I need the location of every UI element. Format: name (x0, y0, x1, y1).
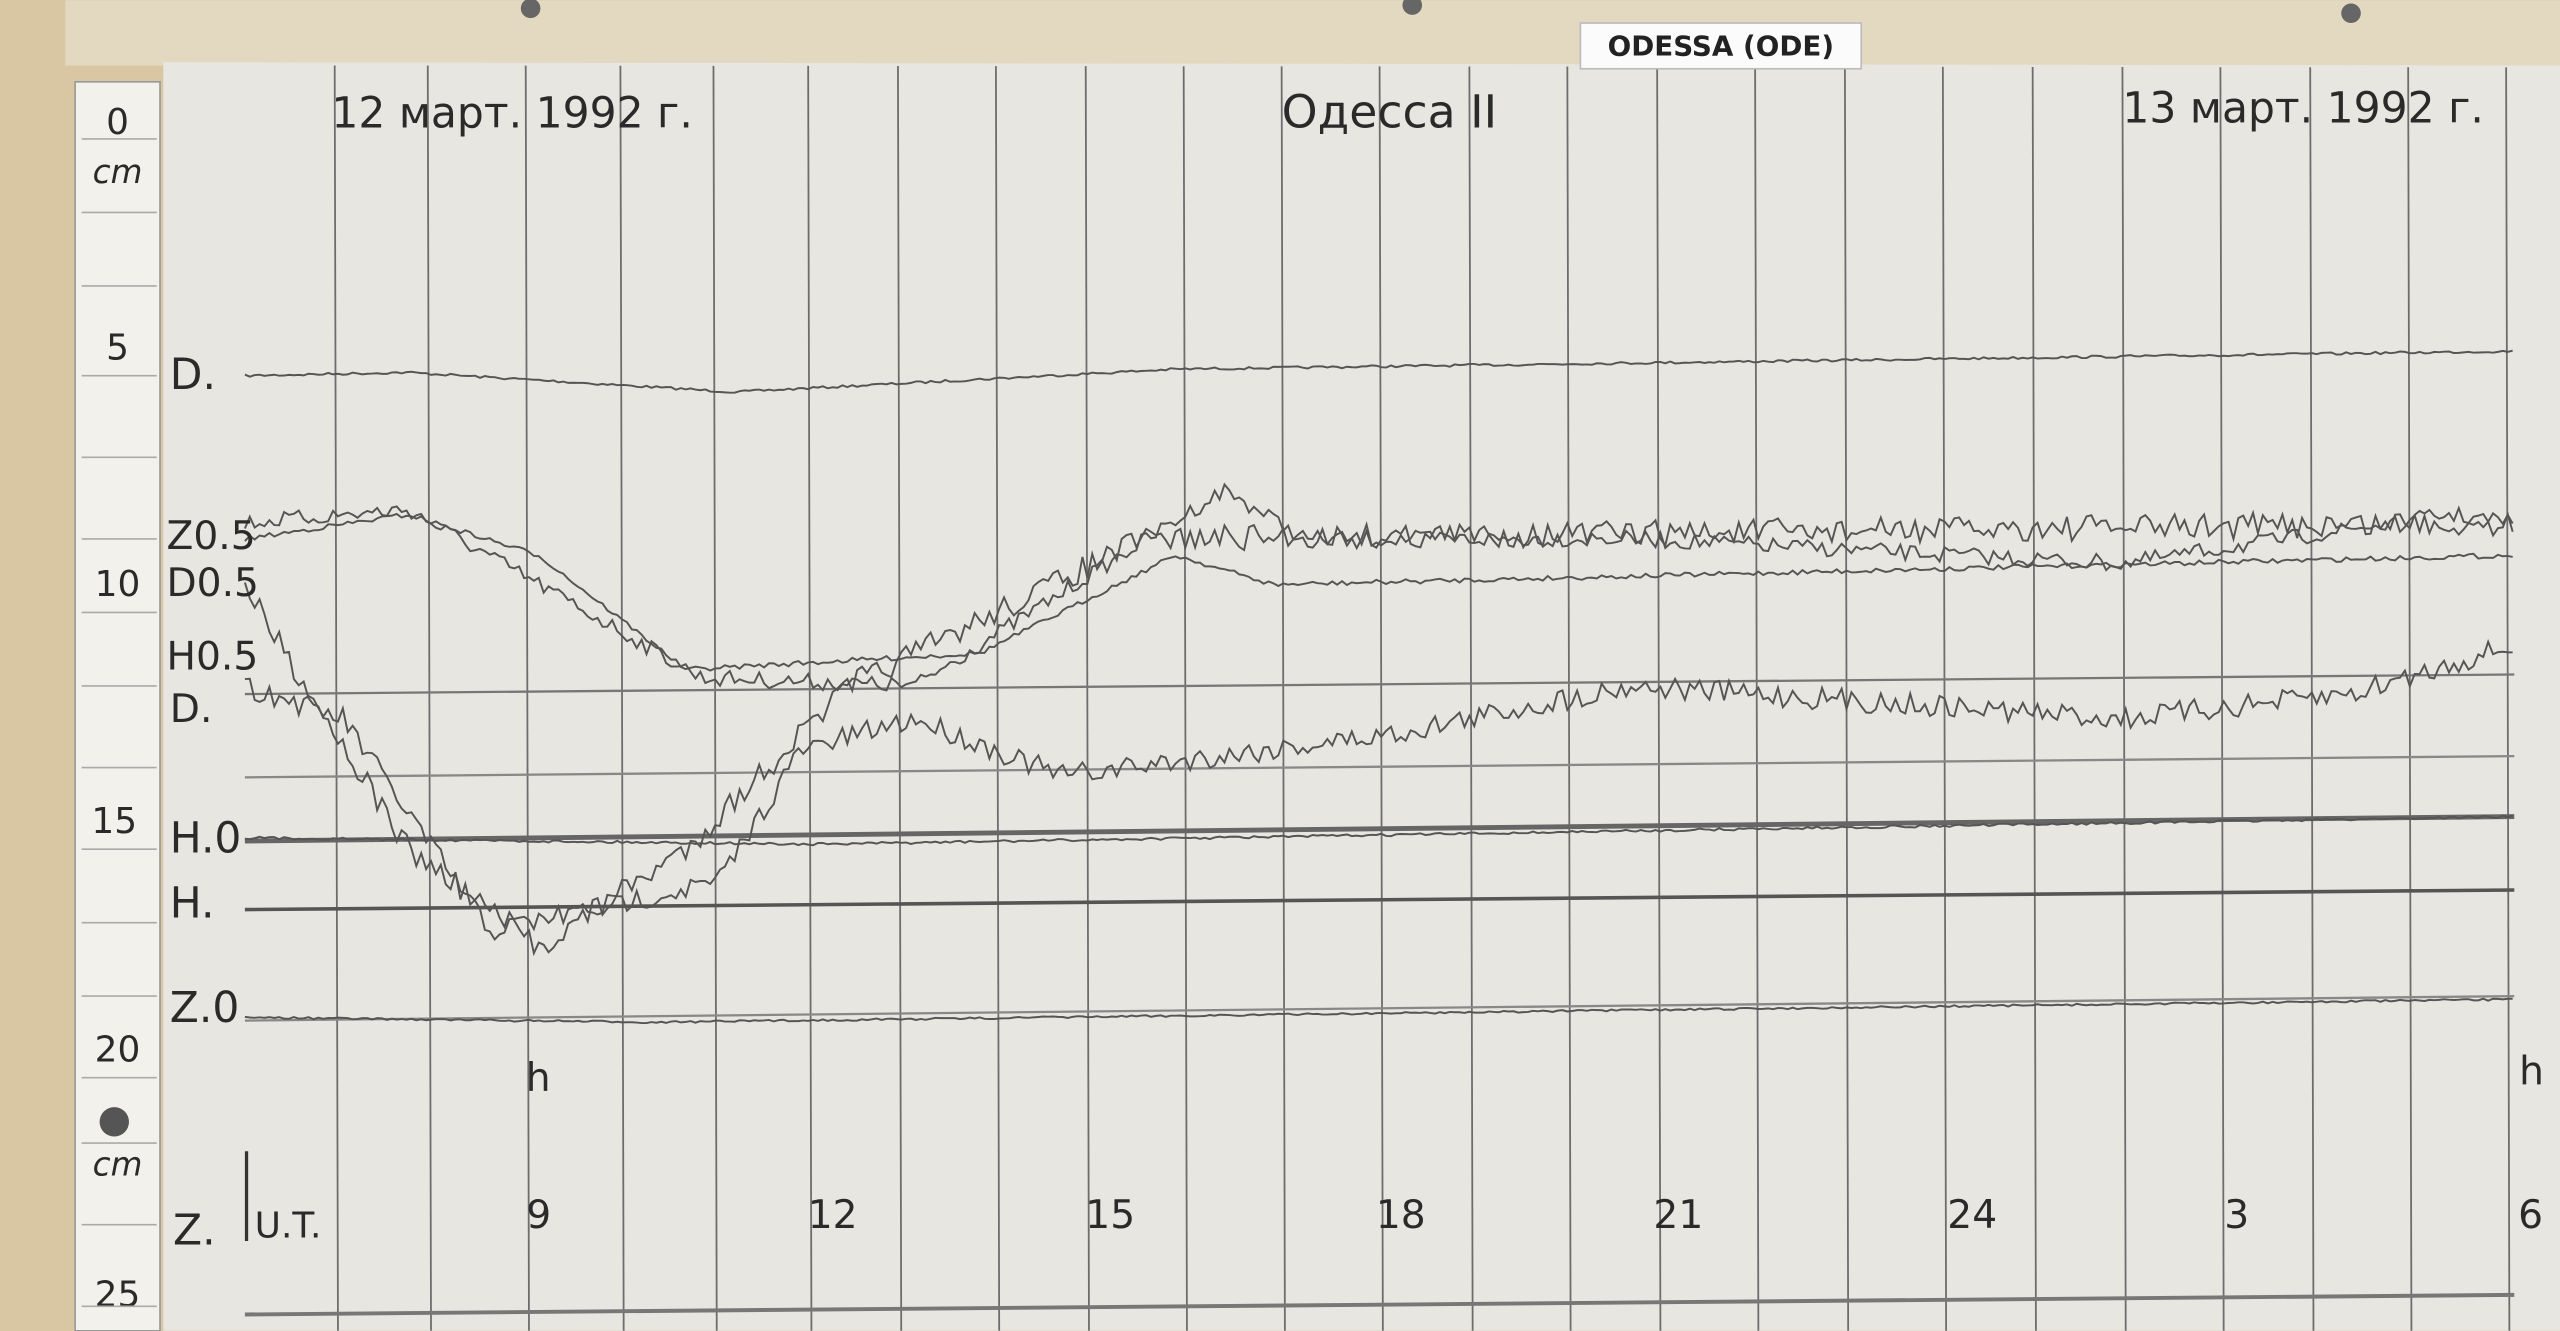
station-name: Одесса II (1282, 86, 1497, 139)
grid-line (1656, 66, 1662, 1331)
grid-line (2309, 67, 2315, 1331)
hour-mark: h (526, 1056, 551, 1101)
trace-label: D0.5 (167, 561, 259, 606)
grid-line (712, 65, 718, 1331)
trace-label: D. (170, 687, 213, 732)
grid-line (2031, 66, 2037, 1331)
ruler-tick: 0 (106, 102, 129, 143)
trace (244, 512, 2513, 672)
hour-label: 21 (1653, 1193, 1703, 1238)
ruler-tick: 5 (106, 327, 129, 368)
hour-label: 3 (2224, 1193, 2249, 1238)
grid-line (2121, 67, 2127, 1331)
grid-line (2505, 67, 2511, 1331)
trace (243, 509, 2514, 957)
ruler-unit: cm (93, 153, 143, 191)
ruler-tick: 20 (95, 1029, 141, 1070)
grid-line (1280, 66, 1286, 1331)
grid-line (1468, 66, 1474, 1331)
baseline (244, 754, 2515, 779)
grid-line (1566, 66, 1572, 1331)
baseline (244, 888, 2515, 912)
trace-label: D. (170, 351, 216, 400)
hour-label: 12 (808, 1193, 858, 1238)
station-label: ODESSA (ODE) (1608, 30, 1834, 63)
hour-label: 9 (526, 1193, 551, 1238)
trace-label: Z.0 (170, 984, 240, 1033)
frame-top (65, 0, 2560, 66)
trace-label: H.0 (170, 814, 242, 863)
hour-label: 24 (1947, 1193, 1997, 1238)
grid-line (897, 65, 903, 1331)
grid-line (1378, 66, 1384, 1331)
trace (244, 349, 2513, 394)
paper (163, 62, 2560, 1331)
grid-line (524, 65, 530, 1331)
trace-label: Z. (173, 1206, 216, 1255)
grid-line (1844, 66, 1850, 1331)
time-zone: U.T. (255, 1206, 322, 1247)
grid-line (426, 65, 432, 1331)
date-left: 12 март. 1992 г. (331, 90, 692, 139)
baseline (244, 673, 2515, 696)
ruler-lines (81, 138, 157, 1308)
label-card (1579, 22, 1863, 70)
screw (1402, 0, 1423, 15)
ruler-tick: 25 (95, 1274, 141, 1315)
baseline (244, 994, 2515, 1022)
grid-line (807, 65, 813, 1331)
ruler-tick: 10 (95, 564, 141, 605)
hour-mark: h (2519, 1049, 2544, 1094)
hour-label: 6 (2518, 1193, 2543, 1238)
trace-label: H0.5 (167, 635, 259, 680)
trace (244, 814, 2513, 847)
grid-line (1182, 66, 1188, 1331)
hour-label: 18 (1376, 1193, 1426, 1238)
trace-label: H. (170, 880, 215, 929)
grid (333, 65, 2511, 1331)
trace (244, 638, 2513, 942)
baseline (244, 814, 2515, 844)
hour-label: 15 (1085, 1193, 1135, 1238)
trace (244, 997, 2513, 1025)
ruler-tick: 15 (91, 801, 137, 842)
grid-line (1754, 66, 1760, 1331)
trace-label: Z0.5 (167, 514, 256, 559)
screw (520, 0, 541, 19)
hour-labels: 9 12 15 18 21 24 3 6 (526, 1193, 2543, 1238)
grid-line (995, 66, 1001, 1331)
ruler-unit: cm (93, 1146, 143, 1184)
screw (2341, 3, 2361, 24)
traces (243, 349, 2515, 1317)
grid-line (2219, 67, 2225, 1331)
grid-line (333, 65, 339, 1331)
grid-line (619, 65, 625, 1331)
baseline (244, 1292, 2515, 1317)
grid-line (1084, 66, 1090, 1331)
grid-line (2407, 67, 2413, 1331)
ruler-pin (99, 1107, 129, 1137)
date-right: 13 март. 1992 г. (2122, 85, 2483, 134)
